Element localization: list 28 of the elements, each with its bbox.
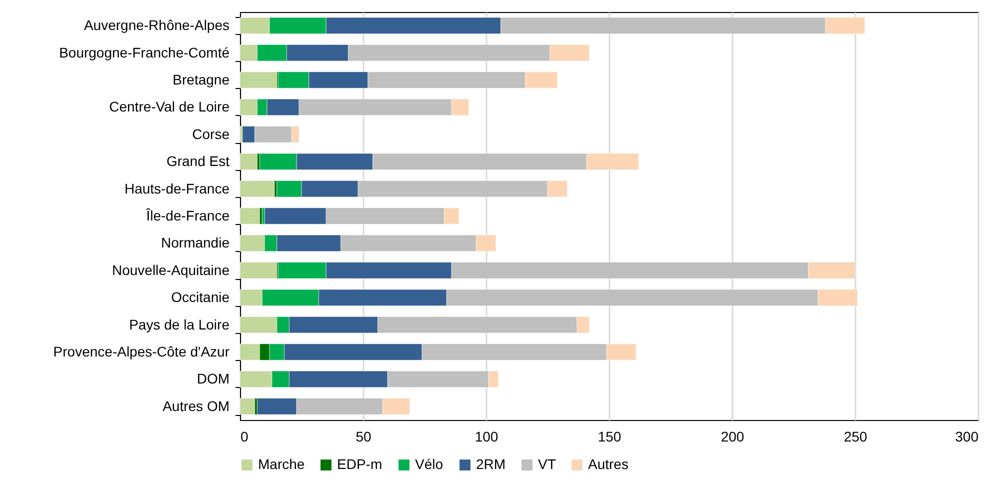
- y-tick-label: Grand Est: [166, 153, 230, 170]
- x-tick-label: 100: [474, 428, 498, 444]
- x-tick-label: 0: [240, 428, 248, 444]
- x-tick-label: 300: [955, 428, 979, 444]
- legend-label: 2RM: [476, 456, 506, 472]
- y-tick-label: Centre-Val de Loire: [109, 98, 230, 115]
- y-tick-label: Autres OM: [162, 398, 230, 414]
- y-tick-label: Normandie: [161, 234, 230, 251]
- legend-label: VT: [538, 456, 556, 472]
- x-tick-label: 150: [598, 428, 622, 444]
- y-tick-label: DOM: [196, 370, 230, 387]
- legend-label: Marche: [258, 456, 305, 472]
- y-tick-label: Corse: [192, 126, 230, 142]
- y-tick-label: Pays de la Loire: [129, 316, 230, 332]
- y-tick-label: Auvergne-Rhône-Alpes: [84, 17, 230, 34]
- y-tick-label: Nouvelle-Aquitaine: [112, 262, 230, 278]
- legend-label: Vélo: [415, 456, 444, 472]
- legend-label: Autres: [588, 456, 628, 472]
- y-tick-label: Bourgogne-Franche-Comté: [59, 44, 230, 60]
- legend-label: EDP-m: [337, 456, 382, 472]
- y-tick-label: Bretagne: [172, 72, 230, 88]
- y-tick-label: Île-de-France: [145, 208, 230, 224]
- x-tick-label: 200: [720, 428, 744, 444]
- y-tick-label: Occitanie: [171, 289, 230, 306]
- x-tick-label: 50: [356, 428, 372, 444]
- y-tick-label: Hauts-de-France: [124, 180, 230, 196]
- y-tick-label: Provence-Alpes-Côte d'Azur: [53, 344, 230, 360]
- x-tick-label: 250: [844, 428, 868, 444]
